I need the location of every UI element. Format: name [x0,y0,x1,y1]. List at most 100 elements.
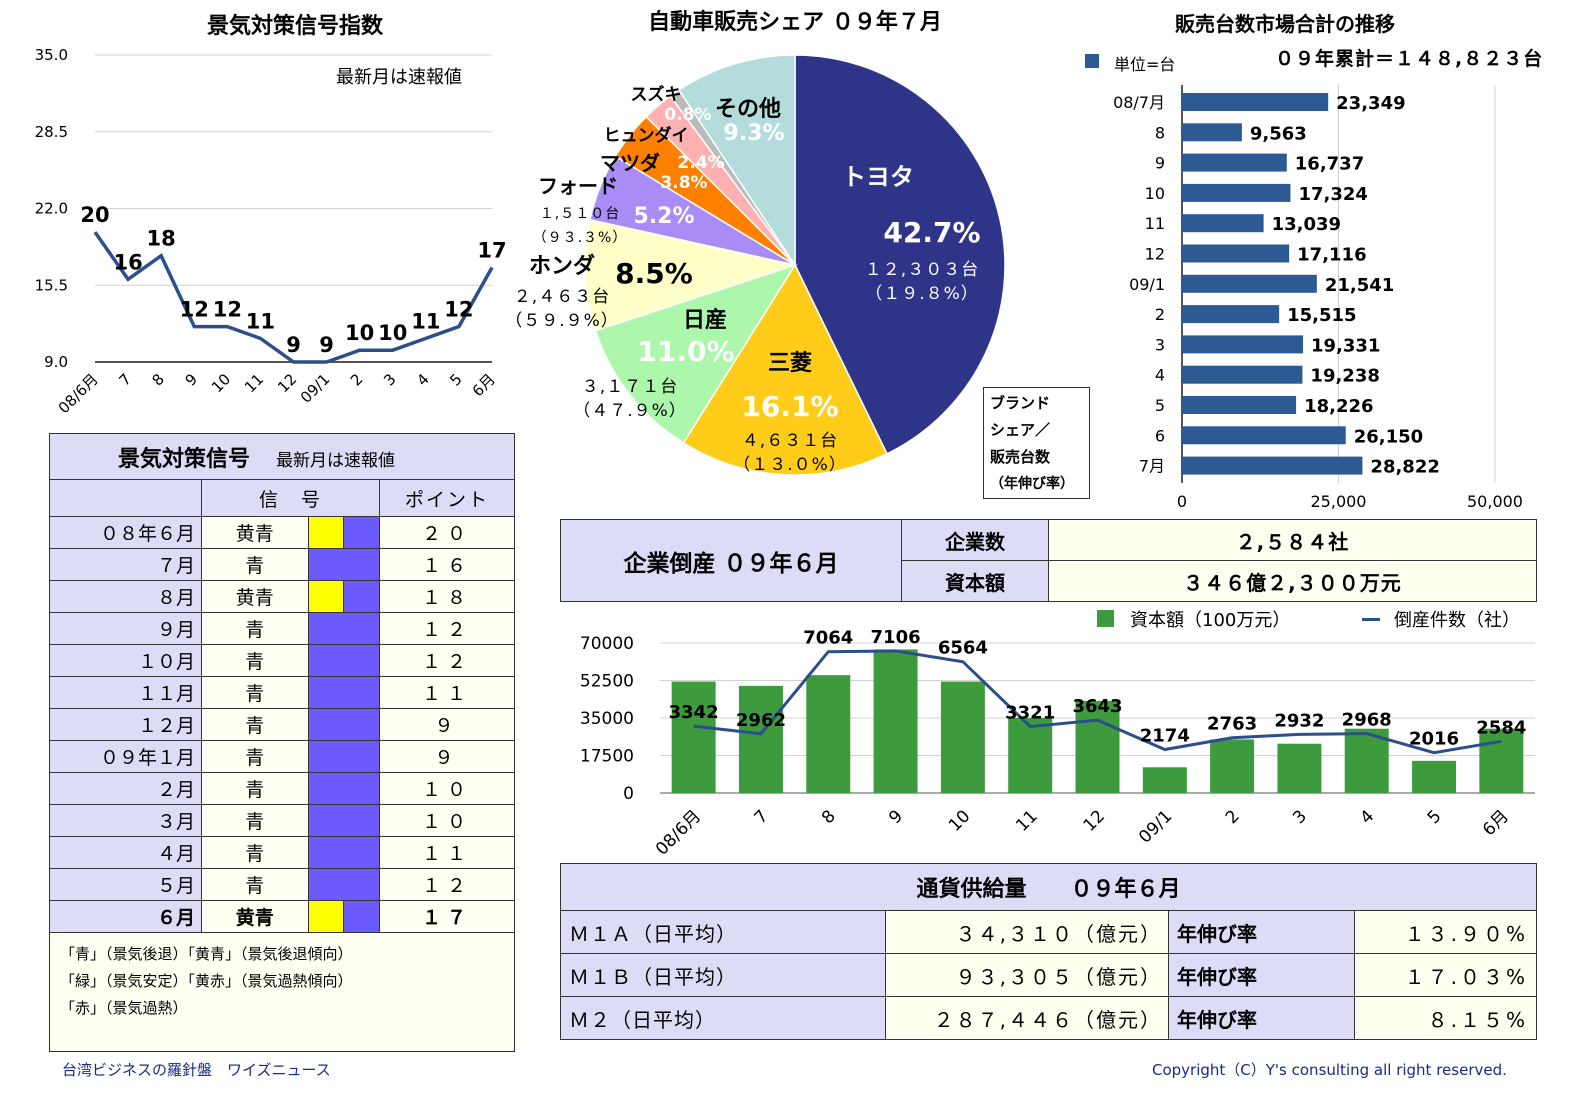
data-label: 12 [444,298,473,322]
bar-value-label: 26,150 [1354,426,1423,447]
signal-table-row: ０９年１月青 ９ [49,740,515,773]
signal-table-title: 景気対策信号 [118,446,251,472]
sales-legend-label: 単位=台 [1114,55,1176,74]
bar-value-label: 13,039 [1272,214,1341,235]
bankruptcy-capital-value: ３４６億２,３００万元 [1048,560,1537,602]
share-pie-chart: トヨタ 42.7% １２,３０３台 （１９.８%） 三菱 16.1% ４,６３１台 （１３.０… [505,54,1006,476]
sales-bar [1182,244,1290,263]
signal-table-row: ０８年６月 黄青 ２０ [49,516,515,549]
bar-value-label: 17,324 [1298,184,1367,205]
sales-bar [1182,335,1304,354]
data-label: 9 [319,333,334,357]
signal-table-row: ３月青 １０ [49,804,515,837]
y-tick-label: 35.0 [35,46,68,64]
slice-name-label: 日産 [683,307,727,333]
blue-cell [343,517,380,548]
point-column-header: ポイント [379,479,515,517]
signal-table-row: ８月 黄青 １８ [49,580,515,613]
count-legend-label: 倒産件数（社） [1394,610,1520,631]
count-legend-swatch [1362,618,1380,621]
money-supply-title: 通貨供給量 ０９年６月 [560,863,1537,911]
money-supply-row: Ｍ１Ａ（日平均） ３４,３１０（億元） 年伸び率 １３.９０% [560,910,1537,954]
sales-chart-title: 販売台数市場合計の推移 [1175,12,1395,36]
money-amount: ９３,３０５（億元） [885,953,1169,997]
x-tick-label: 5 [446,370,465,389]
slice-percent-label: 9.3% [723,121,784,146]
row-signal-color [307,548,381,581]
signal-legend-line: 「青」（景気後退）「黄青」（景気後退傾向） [60,945,353,963]
slice-name-label: マツダ [600,151,660,175]
capital-bar [1008,718,1053,793]
row-point: １８ [379,580,515,613]
capital-bar [671,681,716,793]
x-tick-label: 2 [347,370,366,389]
yellow-cell [308,901,344,932]
pie-slice [677,54,796,268]
row-signal: 青 [200,644,309,677]
row-signal: 青 [200,836,309,869]
y-tick-label: 15.5 [35,276,68,294]
blue-cell [308,837,380,868]
row-month: １２月 [49,708,202,741]
y-tick-label: 70000 [580,634,634,654]
money-growth: ８.１５% [1354,996,1537,1040]
data-label: 2016 [1409,729,1459,750]
row-point: １２ [379,644,515,677]
blue-cell [308,805,380,836]
slice-percent-label: 0.8% [664,105,711,125]
row-month: ３月 [49,804,202,837]
bar-value-label: 23,349 [1336,93,1405,114]
data-label: 17 [477,239,506,263]
capital-legend-label: 資本額（100万元） [1130,610,1291,631]
signal-column-header: 信 号 [200,479,381,517]
money-name: Ｍ１Ｂ（日平均） [560,953,886,997]
data-label: 2763 [1207,714,1257,735]
data-label: 3321 [1005,703,1055,724]
sales-bar [1182,365,1303,384]
row-month: ８月 [49,580,202,613]
signal-legend: 「青」（景気後退）「黄青」（景気後退傾向） 「緑」（景気安定）「黄赤」（景気過熱… [49,932,515,1052]
capital-bar [738,685,783,793]
slice-detail-label: １,５１０台 [540,206,620,222]
row-month: １０月 [49,644,202,677]
brand-legend-line: 販売台数 [990,448,1051,466]
blue-cell [343,901,380,932]
y-tick-label: 28.5 [35,123,68,141]
pie-slice [584,218,798,332]
capital-bar [1344,728,1389,793]
bankruptcy-count-label: 企業数 [901,519,1049,561]
data-label: 12 [213,298,242,322]
money-growth-label: 年伸び率 [1168,910,1355,954]
data-label: 2174 [1140,726,1190,747]
sales-bar [1182,274,1317,293]
row-signal: 青 [200,772,309,805]
signal-series-line [93,231,494,364]
sales-bar [1182,214,1264,233]
row-signal-color [307,580,381,613]
row-month: ２月 [49,772,202,805]
signal-chart-title: 景気対策信号指数 [206,14,383,39]
row-point: １６ [379,548,515,581]
blue-cell [308,645,380,676]
brand-legend-box: ブランド シェア／ 販売台数 （年伸び率） [983,387,1090,499]
bankruptcy-capital-label: 資本額 [901,560,1049,602]
blue-cell [308,613,380,644]
money-supply-row: Ｍ１Ｂ（日平均） ９３,３０５（億元） 年伸び率 １７.０３% [560,953,1537,997]
slice-name-label: スズキ [631,84,682,105]
y-category-label: 5 [1155,396,1165,415]
blue-cell [308,741,380,772]
row-signal-color [307,516,381,549]
bar-value-label: 15,515 [1287,305,1356,326]
sales-bar [1182,396,1297,414]
brand-legend-line: シェア／ [990,421,1051,439]
slice-percent-label: 5.2% [633,204,694,229]
signal-table-header: 景気対策信号 最新月は速報値 [49,433,515,480]
x-tick-label: 08/6月 [652,806,705,859]
brand-legend-line: ブランド [990,394,1051,412]
row-month: ０９年１月 [49,740,202,773]
y-category-label: 3 [1155,335,1165,354]
data-label: 10 [378,321,407,345]
x-tick-label: 08/6月 [55,370,102,417]
blue-cell [343,581,380,612]
y-tick-label: 0 [623,784,634,804]
